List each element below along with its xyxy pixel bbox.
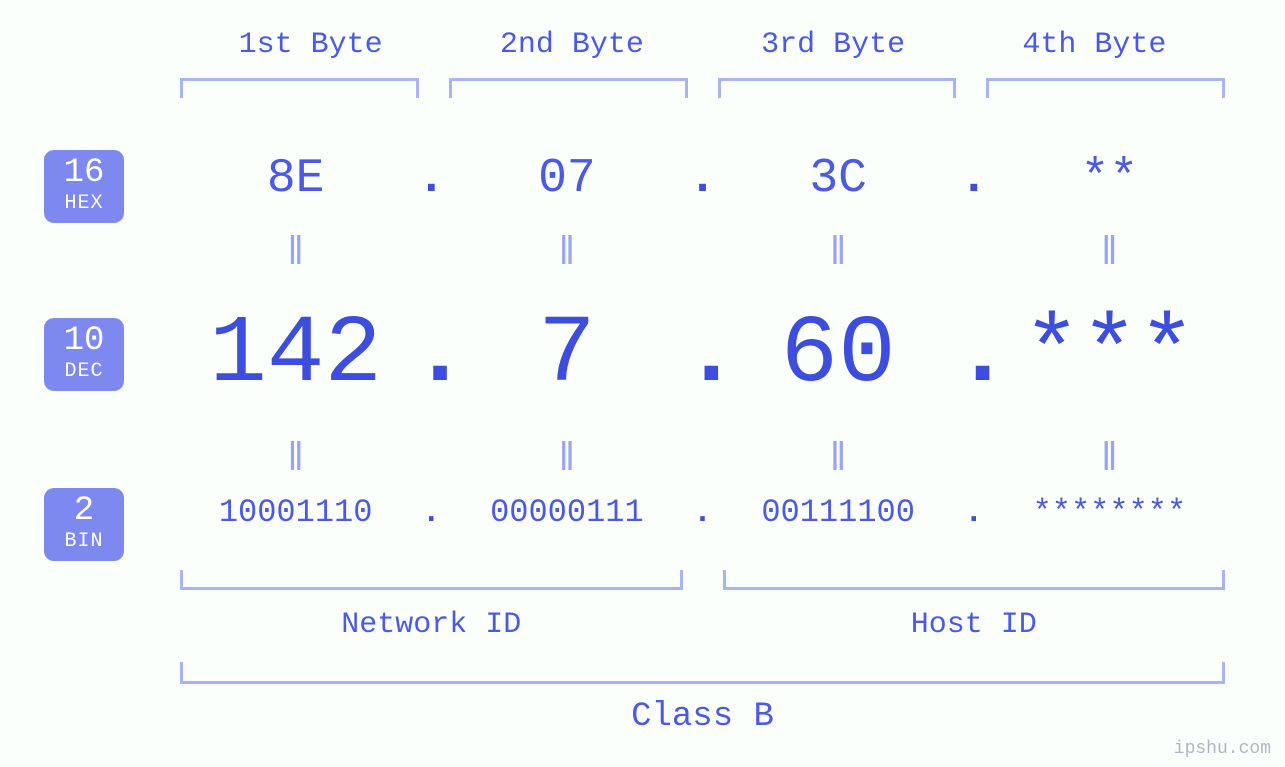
network-id-group: Network ID <box>180 570 683 642</box>
hex-byte-3: 3C <box>723 152 954 206</box>
ip-diagram: 1st Byte 2nd Byte 3rd Byte 4th Byte 16 H… <box>0 0 1285 767</box>
equals-icon: ǁ <box>723 438 954 483</box>
hex-byte-4: ** <box>994 152 1225 206</box>
dot-separator: . <box>683 494 723 531</box>
dot-separator: . <box>683 300 723 409</box>
bracket-byte-1 <box>180 78 419 98</box>
dec-byte-2: 7 <box>451 300 682 409</box>
host-id-group: Host ID <box>723 570 1226 642</box>
dec-row: 142 . 7 . 60 . *** <box>180 300 1225 409</box>
base-badge-bin-label: BIN <box>44 530 124 553</box>
base-badge-dec-num: 10 <box>44 324 124 358</box>
equals-icon: ǁ <box>180 438 411 483</box>
byte-label-row: 1st Byte 2nd Byte 3rd Byte 4th Byte <box>180 28 1225 62</box>
class-group: Class B <box>180 662 1225 736</box>
dec-byte-3: 60 <box>723 300 954 409</box>
dot-separator: . <box>683 152 723 206</box>
dot-separator: . <box>411 152 451 206</box>
bin-row: 10001110 . 00000111 . 00111100 . *******… <box>180 494 1225 531</box>
bin-byte-1: 10001110 <box>180 494 411 531</box>
bracket-byte-3 <box>718 78 957 98</box>
equals-icon: ǁ <box>451 438 682 483</box>
equals-row-2: ǁ ǁ ǁ ǁ <box>180 438 1225 483</box>
base-badge-hex-num: 16 <box>44 156 124 190</box>
bracket-network <box>180 570 683 590</box>
host-id-label: Host ID <box>723 608 1226 642</box>
bin-byte-4: ******** <box>994 494 1225 531</box>
bracket-class <box>180 662 1225 684</box>
bin-byte-2: 00000111 <box>451 494 682 531</box>
watermark: ipshu.com <box>1174 739 1271 759</box>
bracket-byte-2 <box>449 78 688 98</box>
dot-separator: . <box>954 152 994 206</box>
base-badge-dec: 10 DEC <box>44 318 124 391</box>
byte-label-3: 3rd Byte <box>703 28 964 62</box>
base-badge-bin: 2 BIN <box>44 488 124 561</box>
network-host-brackets: Network ID Host ID <box>180 570 1225 642</box>
dot-separator: . <box>954 300 994 409</box>
dec-byte-4: *** <box>994 300 1225 409</box>
byte-label-1: 1st Byte <box>180 28 441 62</box>
equals-icon: ǁ <box>180 232 411 277</box>
bin-byte-3: 00111100 <box>723 494 954 531</box>
class-label: Class B <box>180 698 1225 736</box>
byte-label-2: 2nd Byte <box>441 28 702 62</box>
dot-separator: . <box>411 300 451 409</box>
hex-row: 8E . 07 . 3C . ** <box>180 152 1225 206</box>
base-badge-bin-num: 2 <box>44 494 124 528</box>
bracket-host <box>723 570 1226 590</box>
equals-row-1: ǁ ǁ ǁ ǁ <box>180 232 1225 277</box>
base-badge-dec-label: DEC <box>44 360 124 383</box>
bracket-byte-4 <box>986 78 1225 98</box>
hex-byte-1: 8E <box>180 152 411 206</box>
base-badge-hex-label: HEX <box>44 192 124 215</box>
dec-byte-1: 142 <box>180 300 411 409</box>
network-id-label: Network ID <box>180 608 683 642</box>
base-badge-hex: 16 HEX <box>44 150 124 223</box>
byte-label-4: 4th Byte <box>964 28 1225 62</box>
dot-separator: . <box>954 494 994 531</box>
equals-icon: ǁ <box>994 438 1225 483</box>
equals-icon: ǁ <box>723 232 954 277</box>
hex-byte-2: 07 <box>451 152 682 206</box>
byte-brackets <box>180 78 1225 98</box>
equals-icon: ǁ <box>994 232 1225 277</box>
equals-icon: ǁ <box>451 232 682 277</box>
dot-separator: . <box>411 494 451 531</box>
